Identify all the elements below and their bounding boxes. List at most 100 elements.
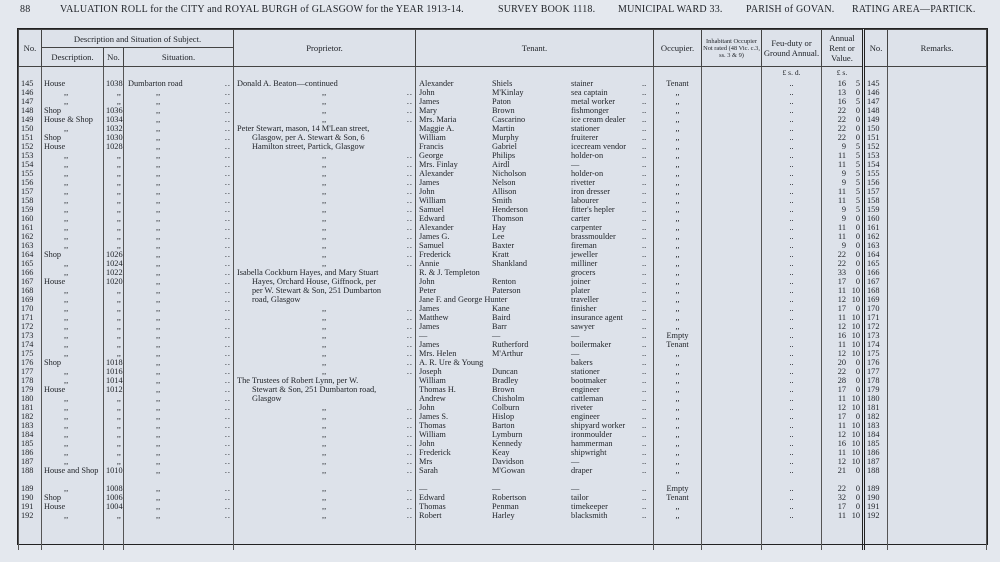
row-occupier: ,, [653, 403, 703, 412]
row-proprietor: ,, [233, 223, 417, 232]
col-annual-rent: Annual Rent or Value. [821, 29, 865, 67]
row-house-no: ,, [103, 187, 124, 196]
row-feu-duty: .. [761, 187, 823, 196]
row-remarks [887, 286, 988, 295]
row-occupier: ,, [653, 115, 703, 124]
row-proprietor: ,, [233, 412, 417, 421]
tenant-first-name: James [419, 304, 440, 313]
row-remarks [887, 295, 988, 304]
tenant-surname: Shankland [492, 259, 528, 268]
tenant-first-name: Frederick [419, 448, 451, 457]
row-proprietor: ,, [233, 439, 417, 448]
row-situation: ,, [122, 196, 235, 205]
row-annual-rent: 20 0 [821, 358, 865, 367]
row-remarks [887, 214, 988, 223]
tenant-surname: M'Gowan [492, 466, 525, 475]
tenant-surname: Henderson [492, 205, 528, 214]
tenant-surname: Cascarino [492, 115, 526, 124]
row-description: House and Shop [41, 466, 104, 484]
tenant-surname: Lee [492, 232, 505, 241]
row-description: ,, [41, 349, 104, 358]
tenant-first-name: John [419, 439, 435, 448]
row-tenant: James G. Lee brassmoulder.. [415, 232, 655, 241]
row-annual-rent: 11 5 [821, 160, 865, 169]
row-occupier: ,, [653, 205, 703, 214]
tenant-surname: Lymburn [492, 430, 523, 439]
row-feu-duty: .. [761, 430, 823, 439]
row-no: 145 [18, 79, 42, 88]
row-no: 146 [18, 88, 42, 97]
row-feu-duty: .. [761, 367, 823, 376]
row-no: 186 [18, 448, 42, 457]
tenant-first-name: Mrs. Finlay [419, 160, 458, 169]
row-no: 164 [18, 250, 42, 259]
row-tenant: Edward Robertson tailor.. [415, 493, 655, 502]
tenant-trade: fireman [571, 241, 597, 250]
row-no-right: 181 [862, 403, 889, 412]
row-no-right: 145 [862, 79, 889, 88]
row-house-no: ,, [103, 196, 124, 205]
tenant-trade: boilermaker [571, 340, 612, 349]
tenant-trade: stationer [571, 124, 600, 133]
row-proprietor: ,, [233, 466, 417, 484]
row-tenant: William Smith labourer.. [415, 196, 655, 205]
row-occupier: ,, [653, 142, 703, 151]
row-tenant: Samuel Henderson fitter's hepler.. [415, 205, 655, 214]
row-feu-duty: .. [761, 79, 823, 88]
row-house-no: 1022 [103, 268, 124, 277]
row-tenant: Thomas H. Brown engineer.. [415, 385, 655, 394]
row-tenant: Joseph Duncan stationer.. [415, 367, 655, 376]
row-proprietor: ,, [233, 484, 417, 493]
row-tenant: Annie Shankland milliner.. [415, 259, 655, 268]
row-no: 181 [18, 403, 42, 412]
row-description: ,, [41, 304, 104, 313]
tenant-trade: iron dresser [571, 187, 610, 196]
row-house-no: 1012 [103, 385, 124, 394]
row-description: Shop [41, 133, 104, 142]
row-house-no: 1020 [103, 277, 124, 286]
row-house-no: 1032 [103, 124, 124, 133]
tenant-trade: stationer [571, 367, 600, 376]
tenant-first-name: John [419, 277, 435, 286]
tenant-first-name: Thomas [419, 421, 446, 430]
tenant-surname: Penman [492, 502, 519, 511]
row-no: 162 [18, 232, 42, 241]
row-description: ,, [41, 160, 104, 169]
row-proprietor: ,, [233, 97, 417, 106]
tenant-surname: Smith [492, 196, 512, 205]
row-occupier: Tenant [653, 79, 703, 88]
row-house-no: ,, [103, 430, 124, 439]
row-description: ,, [41, 286, 104, 295]
row-occupier: ,, [653, 214, 703, 223]
row-tenant: Robert Harley blacksmith.. [415, 511, 655, 520]
row-feu-duty: .. [761, 88, 823, 97]
row-remarks [887, 151, 988, 160]
row-remarks [887, 124, 988, 133]
row-no-right: 173 [862, 331, 889, 340]
row-occupier: Tenant [653, 340, 703, 349]
row-annual-rent: 22 0 [821, 106, 865, 115]
row-tenant: Mary Brown fishmonger.. [415, 106, 655, 115]
row-no: 188 [18, 466, 42, 484]
row-situation: ,, [122, 187, 235, 196]
row-house-no: 1016 [103, 367, 124, 376]
row-house-no: ,, [103, 232, 124, 241]
row-feu-duty: .. [761, 268, 823, 277]
tenant-trade: icecream vendor [571, 142, 627, 151]
row-proprietor: ,, [233, 349, 417, 358]
row-proprietor: ,, [233, 115, 417, 124]
row-no-right: 187 [862, 457, 889, 466]
tenant-trade: traveller [571, 295, 599, 304]
row-description: ,, [41, 88, 104, 97]
row-feu-duty: .. [761, 502, 823, 511]
row-situation: ,, [122, 367, 235, 376]
table-row: 175,,,,,,,,Mrs. HelenM'Arthur—..,,..1210… [18, 349, 988, 358]
row-no-right: 183 [862, 421, 889, 430]
row-feu-duty: .. [761, 439, 823, 448]
row-proprietor: ,, [233, 448, 417, 457]
table-row: 163,,,,,,,,SamuelBaxterfireman..,,..9016… [18, 241, 988, 250]
row-annual-rent: 17 0 [821, 277, 865, 286]
row-proprietor: ,, [233, 421, 417, 430]
